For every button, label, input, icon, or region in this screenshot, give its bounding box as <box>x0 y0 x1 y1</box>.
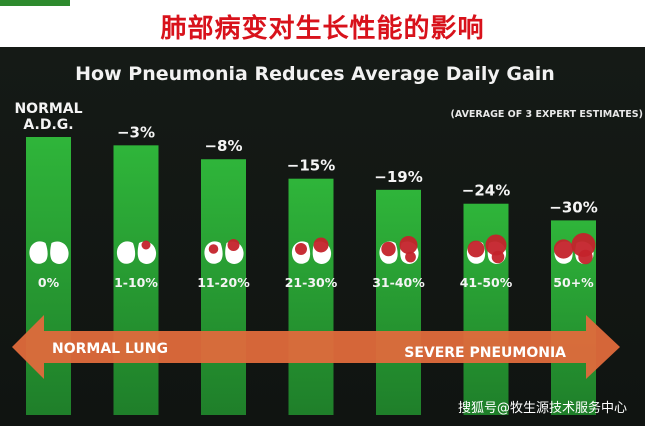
category-label-1: 1-10% <box>114 275 158 290</box>
value-label-5: −24% <box>462 182 510 200</box>
arrow-label-severe: SEVERE PNEUMONIA <box>404 345 566 361</box>
lung-icon-5 <box>466 231 507 264</box>
bar-31-40% <box>376 189 421 415</box>
top-decoration-strip <box>0 0 70 6</box>
value-label-1: −3% <box>117 123 155 141</box>
chart-slide: How Pneumonia Reduces Average Daily Gain… <box>0 47 645 426</box>
lung-icon-1 <box>116 231 157 264</box>
value-label-3: −15% <box>287 157 335 175</box>
category-label-3: 21-30% <box>285 275 338 290</box>
bar-chart: NORMAL A.D.G. 0% −3% 1-10% −8% 11-20% −15% 21-30… <box>12 101 620 415</box>
bar-21-30% <box>288 178 334 415</box>
lung-icon-4 <box>379 231 419 264</box>
value-label-2: −8% <box>204 137 242 155</box>
bar-1-10% <box>113 145 159 415</box>
value-label-4: −19% <box>374 168 422 186</box>
page-title: 肺部病变对生长性能的影响 <box>160 14 485 44</box>
lung-icon-2 <box>204 231 244 264</box>
bar-0% <box>26 137 71 415</box>
chart-subtitle: (AVERAGE OF 3 EXPERT ESTIMATES) <box>450 109 643 120</box>
category-label-2: 11-20% <box>197 275 250 290</box>
watermark: 搜狐号@牧生源技术服务中心 <box>457 401 627 416</box>
category-label-4: 31-40% <box>372 275 425 290</box>
lung-icon-0 <box>29 231 69 264</box>
category-label-5: 41-50% <box>460 275 513 290</box>
chart-title: How Pneumonia Reduces Average Daily Gain <box>75 63 555 85</box>
lung-icon-3 <box>291 231 332 264</box>
bar-11-20% <box>201 159 246 415</box>
value-label-6: −30% <box>549 198 597 216</box>
category-label-6: 50+% <box>553 275 594 290</box>
arrow-label-normal: NORMAL LUNG <box>52 341 168 357</box>
lung-icon-6 <box>553 231 596 265</box>
severity-arrow <box>12 315 620 379</box>
bar-41-50% <box>463 203 509 415</box>
category-label-0: 0% <box>38 275 60 290</box>
value-label-0: NORMAL A.D.G. <box>14 101 82 133</box>
